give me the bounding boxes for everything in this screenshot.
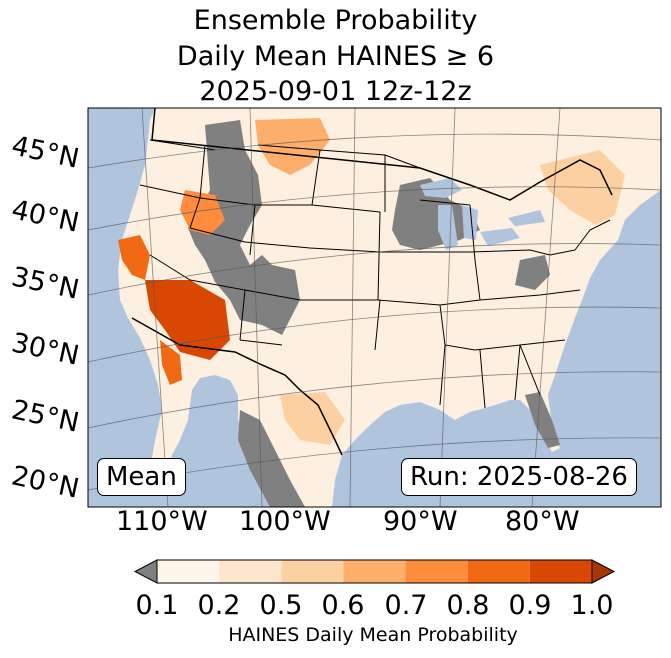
missing-mexico	[238, 410, 305, 507]
chart-title-line-3: 2025-09-01 12z-12z	[199, 76, 472, 107]
colorbar-tick-label: 0.9	[508, 590, 552, 621]
colorbar-under-arrow	[133, 559, 158, 584]
colorbar-tick-label: 0.5	[259, 590, 303, 621]
colorbar-segment	[405, 560, 468, 583]
lon-label: 80°W	[505, 506, 580, 537]
colorbar	[133, 559, 616, 584]
us-border	[131, 108, 613, 456]
lon-label: 90°W	[383, 506, 458, 537]
run-date-box: Run: 2025-08-26	[401, 458, 637, 496]
missing-florida	[525, 392, 560, 448]
colorbar-label: HAINES Daily Mean Probability	[228, 624, 518, 646]
colorbar-tick-label: 0.6	[321, 590, 365, 621]
colorbar-tick-label: 1.0	[570, 590, 614, 621]
lon-label: 100°W	[239, 506, 331, 537]
prob-southwest	[145, 280, 230, 360]
graticule	[88, 108, 661, 507]
colorbar-tick-label: 0.7	[384, 590, 428, 621]
colorbar-tick-label: 0.2	[197, 590, 241, 621]
colorbar-segment	[343, 560, 406, 583]
prob-mexico	[280, 392, 345, 445]
prob-baja	[160, 340, 182, 385]
missing-rockies	[188, 120, 300, 335]
colorbar-segment	[529, 560, 592, 583]
prob-northern-plains	[255, 118, 330, 175]
map-frame	[87, 107, 662, 508]
colorbar-segment	[219, 560, 282, 583]
chart-title-line-2: Daily Mean HAINES ≥ 6	[176, 41, 495, 72]
lon-label: 110°W	[116, 506, 208, 537]
missing-east	[515, 255, 550, 290]
colorbar-over-arrow	[591, 559, 616, 584]
statistic-label-box: Mean	[97, 458, 186, 496]
colorbar-segment	[467, 560, 530, 583]
colorbar-segment	[157, 560, 220, 583]
prob-california	[118, 235, 150, 280]
colorbar-segment	[281, 560, 344, 583]
state-lines	[139, 139, 611, 409]
missing-great-lakes	[392, 178, 480, 250]
chart-title-line-1: Ensemble Probability	[193, 5, 478, 36]
great-lakes	[420, 178, 545, 250]
colorbar-tick-label: 0.1	[135, 590, 179, 621]
colorbar-frame	[156, 559, 593, 584]
colorbar-tick-label: 0.8	[446, 590, 490, 621]
